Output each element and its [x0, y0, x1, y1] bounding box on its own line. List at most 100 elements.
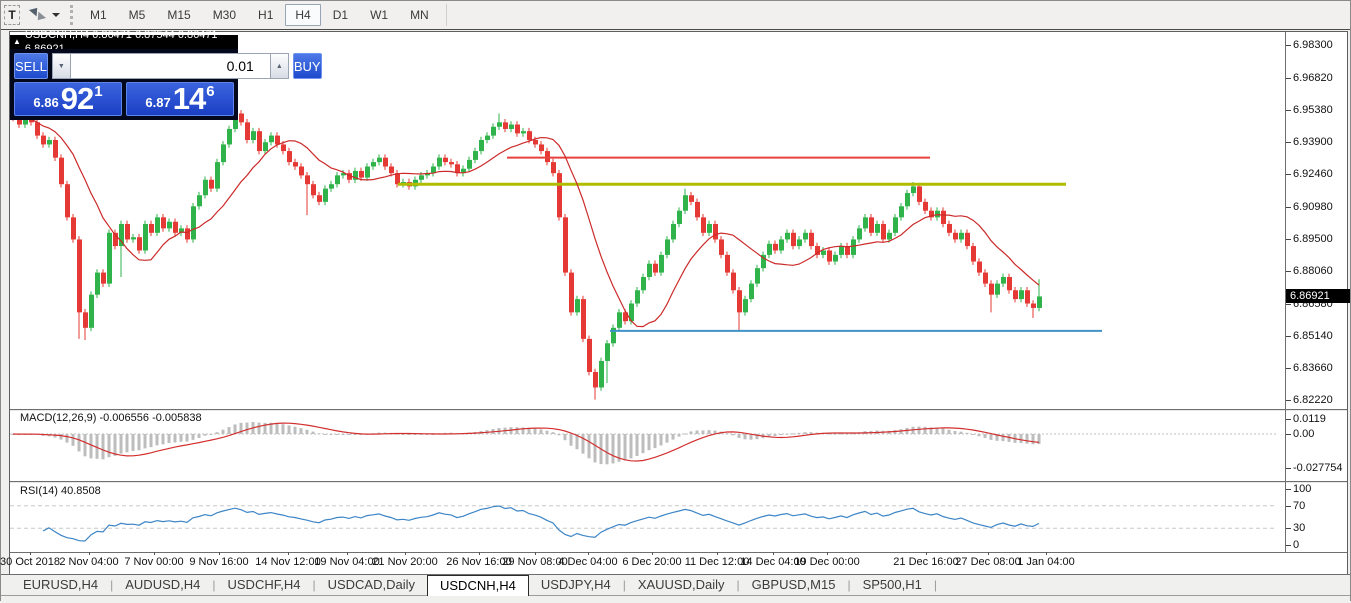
tab-separator: | — [312, 578, 316, 592]
time-axis-separator — [10, 552, 1347, 553]
tab-xauusd-daily[interactable]: XAUUSD,Daily — [637, 577, 725, 592]
rsi-axis-tick — [1286, 505, 1291, 507]
tab-separator: | — [736, 578, 740, 592]
price-axis-tick — [1286, 271, 1291, 273]
tab-usdcnh-h4[interactable]: USDCNH,H4 — [427, 574, 529, 596]
macd-axis-label: 0.0119 — [1293, 413, 1326, 426]
time-axis-tick — [347, 552, 348, 555]
time-axis-label: 14 Nov 12:00 — [255, 556, 321, 568]
macd-axis-label: -0.027754 — [1293, 461, 1343, 474]
tab-separator: | — [933, 578, 937, 592]
price-axis-tick — [1286, 142, 1291, 144]
time-axis-label: 21 Dec 16:00 — [893, 556, 959, 568]
buy-price-prefix: 6.87 — [145, 95, 171, 110]
collapse-icon[interactable]: ▲ — [13, 37, 21, 46]
volume-stepper: ▼ ▲ — [51, 53, 289, 79]
time-axis-label: 9 Nov 16:00 — [189, 556, 249, 568]
price-axis-label: 6.85140 — [1293, 329, 1333, 342]
rsi-axis-tick — [1286, 528, 1291, 530]
moving-average-line — [24, 117, 1040, 328]
time-axis-tick — [588, 552, 589, 555]
price-axis-tick — [1286, 77, 1291, 79]
tab-audusd-h4[interactable]: AUDUSD,H4 — [125, 577, 201, 592]
price-axis-label: 6.88060 — [1293, 265, 1333, 278]
buy-price-big: 14 — [172, 81, 206, 116]
tab-usdchf-h4[interactable]: USDCHF,H4 — [227, 577, 301, 592]
price-axis-label: 6.82220 — [1293, 394, 1333, 407]
timeframe-button-d1[interactable]: D1 — [332, 8, 349, 22]
sell-price-big: 92 — [60, 81, 94, 116]
one-click-trading-panel: SELL ▼ ▲ BUY 6.86 92 1 6.87 14 6 — [10, 49, 322, 120]
macd-pane-separator[interactable] — [10, 409, 1347, 411]
timeframe-button-h4[interactable]: H4 — [285, 4, 321, 26]
rsi-axis-tick — [1286, 545, 1291, 546]
timeframe-button-m30[interactable]: M30 — [212, 8, 237, 22]
buy-button[interactable]: BUY — [292, 53, 322, 79]
tab-separator: | — [212, 578, 216, 592]
tab-usdjpy-h4[interactable]: USDJPY,H4 — [540, 577, 611, 592]
sell-price-sup: 1 — [94, 83, 103, 100]
sell-price-prefix: 6.86 — [33, 95, 59, 110]
timeframe-button-m15[interactable]: M15 — [167, 8, 191, 22]
rsi-axis-label: 100 — [1293, 483, 1312, 495]
volume-decrease-button[interactable]: ▼ — [51, 53, 71, 79]
time-axis-tick — [1046, 552, 1047, 555]
toolbar-grip[interactable] — [70, 5, 73, 25]
tabbar-underline — [1, 595, 1350, 596]
timeframe-button-mn[interactable]: MN — [410, 8, 429, 22]
time-axis-tick — [988, 552, 989, 555]
volume-increase-button[interactable]: ▲ — [269, 53, 289, 79]
macd-signal-line — [12, 422, 1040, 462]
tab-gbpusd-m15[interactable]: GBPUSD,M15 — [751, 577, 836, 592]
buy-price-box[interactable]: 6.87 14 6 — [126, 82, 234, 116]
top-toolbar: T M1 M5 M15 M30 H1 H4 D1 W1 MN — [1, 1, 1350, 30]
time-axis-tick — [827, 552, 828, 555]
chart-canvas[interactable] — [10, 32, 1347, 575]
rsi-axis-label: 70 — [1293, 499, 1306, 512]
chart-tab-bar: EURUSD,H4 | AUDUSD,H4 | USDCHF,H4 | USDCAD,Dai… — [1, 574, 1350, 603]
macd-axis-tick — [1286, 434, 1291, 435]
time-axis-label: 27 Dec 08:00 — [955, 556, 1021, 568]
time-axis-tick — [717, 552, 718, 555]
dropdown-caret-icon[interactable] — [52, 13, 60, 17]
price-axis-border — [1285, 32, 1286, 552]
rsi-label: RSI(14) 40.8508 — [20, 485, 101, 497]
chart-title-bar: ▲ USDCNH,H4 6.86471 6.87544 6.86471 6.86… — [10, 29, 238, 55]
candlestick-series — [12, 100, 1040, 400]
tab-usdcad-daily[interactable]: USDCAD,Daily — [327, 577, 415, 592]
tab-eurusd-h4[interactable]: EURUSD,H4 — [23, 577, 99, 592]
styler-arrows-icon[interactable] — [28, 4, 48, 25]
price-axis-label: 6.92460 — [1293, 168, 1333, 181]
toolbar-separator — [445, 4, 447, 26]
price-axis-label: 6.90980 — [1293, 200, 1333, 213]
chart-window: ▲ USDCNH,H4 6.86471 6.87544 6.86471 6.86… — [0, 29, 1350, 576]
volume-input[interactable] — [70, 53, 270, 79]
price-axis-label: 6.95380 — [1293, 103, 1333, 116]
price-axis-tick — [1286, 206, 1291, 208]
rsi-pane-separator[interactable] — [10, 481, 1347, 483]
macd-label: MACD(12,26,9) -0.006556 -0.005838 — [20, 412, 202, 424]
timeframe-button-w1[interactable]: W1 — [370, 8, 389, 22]
text-tool-icon[interactable]: T — [4, 5, 20, 25]
time-axis-tick — [773, 552, 774, 555]
sell-price-box[interactable]: 6.86 92 1 — [14, 82, 122, 116]
timeframe-button-m5[interactable]: M5 — [128, 8, 146, 22]
price-axis-label: 6.83660 — [1293, 362, 1333, 375]
timeframe-button-m1[interactable]: M1 — [90, 8, 107, 22]
tab-separator: | — [110, 578, 114, 592]
arrow-down-icon — [33, 11, 47, 24]
time-axis-label: 2 Nov 04:00 — [59, 556, 119, 568]
timeframe-button-h1[interactable]: H1 — [258, 8, 274, 22]
time-axis-label: 14 Dec 04:00 — [740, 556, 806, 568]
time-axis-label: 6 Dec 20:00 — [622, 556, 682, 568]
time-axis-tick — [479, 552, 480, 555]
sell-button[interactable]: SELL — [14, 53, 48, 79]
time-axis-tick — [535, 552, 536, 555]
time-axis-tick — [405, 552, 406, 555]
time-axis-tick — [288, 552, 289, 555]
price-axis-tick — [1286, 239, 1291, 241]
tab-sp500-h1[interactable]: SP500,H1 — [862, 577, 922, 592]
time-axis-tick — [926, 552, 927, 555]
time-axis-label: 4 Dec 04:00 — [558, 556, 618, 568]
